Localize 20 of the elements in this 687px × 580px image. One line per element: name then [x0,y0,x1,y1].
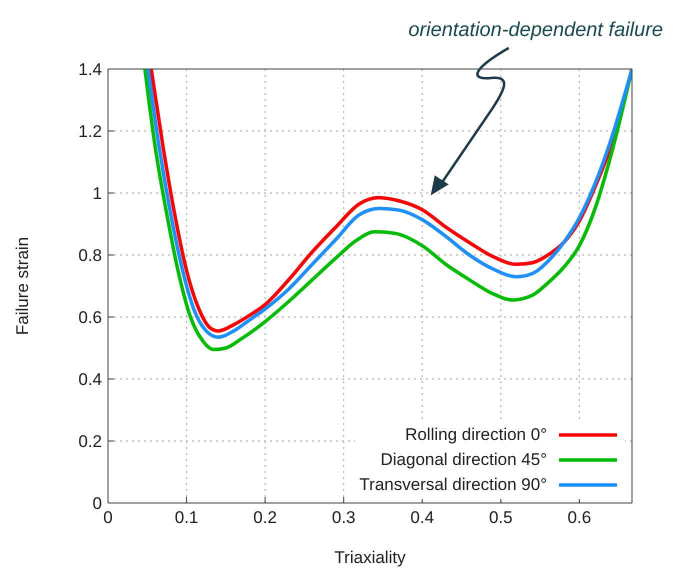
legend-label: Diagonal direction 45° [380,450,547,470]
y-tick-label: 0.4 [78,370,102,390]
y-tick-label: 1 [92,184,102,204]
legend-label: Rolling direction 0° [405,424,547,444]
y-tick-label: 0 [92,494,102,514]
x-tick-label: 0.4 [410,508,434,528]
y-tick-label: 0.2 [78,432,102,452]
legend-label: Transversal direction 90° [359,474,547,494]
y-tick-label: 0.8 [78,246,102,266]
y-tick-label: 0.6 [78,308,102,328]
x-axis-title: Triaxiality [334,548,406,567]
y-tick-label: 1.2 [78,122,102,142]
y-axis-title: Failure strain [13,236,32,336]
x-tick-label: 0.2 [253,508,277,528]
x-tick-label: 0.6 [568,508,592,528]
y-tick-label: 1.4 [78,60,102,80]
x-tick-label: 0.3 [332,508,356,528]
text: orientation-dependent failure [408,19,664,41]
x-tick-label: 0.1 [174,508,198,528]
x-tick-label: 0.5 [488,508,513,528]
